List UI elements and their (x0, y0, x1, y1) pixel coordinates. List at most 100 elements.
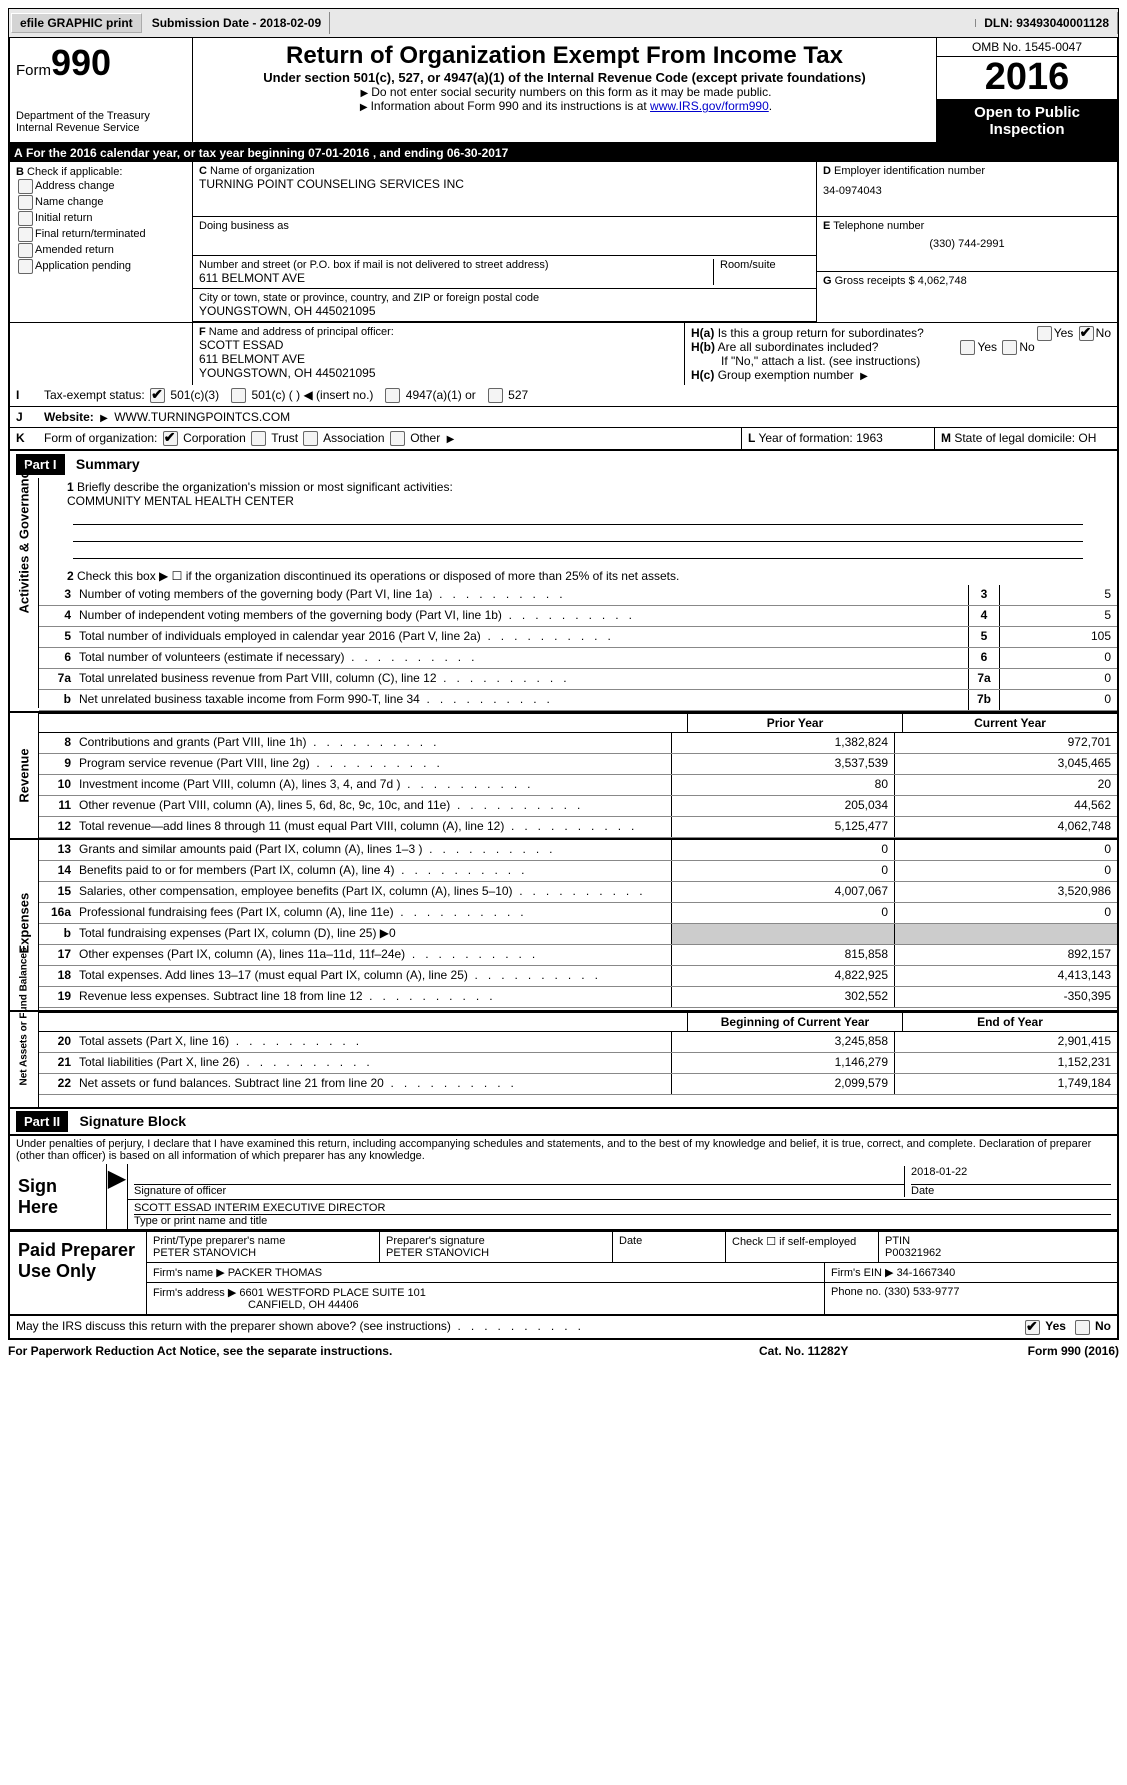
letter-f: F (199, 326, 206, 338)
tax-year-begin: 07-01-2016 (308, 146, 369, 160)
letter-b: B (16, 166, 24, 178)
discuss-no-checkbox[interactable] (1075, 1320, 1090, 1335)
final-return-checkbox[interactable] (18, 227, 33, 242)
sig-date: 2018-01-22 (911, 1166, 1111, 1185)
row-a: A For the 2016 calendar year, or tax yea… (8, 144, 1119, 162)
tax-year-text: For the 2016 calendar year, or tax year … (26, 146, 308, 160)
summary-line: 11Other revenue (Part VIII, column (A), … (39, 796, 1117, 817)
irs-label: Internal Revenue Service (16, 122, 186, 134)
mission-label: Briefly describe the organization's miss… (77, 480, 453, 494)
summary-line: 5Total number of individuals employed in… (39, 627, 1117, 648)
527-label: 527 (508, 388, 528, 402)
form-title: Return of Organization Exempt From Incom… (203, 42, 926, 70)
summary-line: 13Grants and similar amounts paid (Part … (39, 840, 1117, 861)
summary-line: 22Net assets or fund balances. Subtract … (39, 1074, 1117, 1095)
header-right: OMB No. 1545-0047 2016 Open to Public In… (937, 38, 1117, 142)
other-checkbox[interactable] (390, 431, 405, 446)
letter-ha: H(a) (691, 326, 714, 340)
hb-yes: Yes (977, 340, 997, 354)
form-header: Form990 Department of the Treasury Inter… (8, 38, 1119, 144)
527-checkbox[interactable] (488, 388, 503, 403)
dba-label: Doing business as (199, 220, 810, 232)
dln-value: 93493040001128 (1016, 16, 1109, 30)
letter-j: J (16, 410, 23, 424)
part2-header-row: Part II Signature Block (8, 1109, 1119, 1136)
col-d: D Employer identification number 34-0974… (817, 162, 1117, 322)
irs-link[interactable]: www.IRS.gov/form990 (650, 99, 769, 113)
amended-return-checkbox[interactable] (18, 243, 33, 258)
col-b: B Check if applicable: Address change Na… (10, 162, 193, 322)
part2-header: Part II (16, 1111, 68, 1132)
summary-line: 21Total liabilities (Part X, line 26)1,1… (39, 1053, 1117, 1074)
summary-line: 16aProfessional fundraising fees (Part I… (39, 903, 1117, 924)
prep-date-label: Date (613, 1232, 726, 1262)
trust-checkbox[interactable] (251, 431, 266, 446)
summary-line: 18Total expenses. Add lines 13–17 (must … (39, 966, 1117, 987)
application-pending-label: Application pending (35, 260, 131, 272)
application-pending-checkbox[interactable] (18, 259, 33, 274)
street-label: Number and street (or P.O. box if mail i… (199, 259, 713, 271)
letter-k: K (16, 431, 25, 445)
hb-no-checkbox[interactable] (1002, 340, 1017, 355)
ha-no: No (1096, 326, 1111, 340)
other-label: Other (410, 431, 440, 445)
form-subtitle: Under section 501(c), 527, or 4947(a)(1)… (203, 70, 926, 85)
assoc-checkbox[interactable] (303, 431, 318, 446)
section-ijklm: I Tax-exempt status: 501(c)(3) 501(c) ( … (8, 385, 1119, 452)
501c-checkbox[interactable] (231, 388, 246, 403)
corp-checkbox[interactable] (163, 431, 178, 446)
prep-phone-label: Phone no. (831, 1286, 881, 1298)
gross-value: 4,062,748 (918, 275, 967, 287)
omb-number: OMB No. 1545-0047 (937, 38, 1117, 57)
formation-label: Year of formation: (758, 431, 852, 445)
section-fh: F Name and address of principal officer:… (8, 322, 1119, 385)
prep-sig-name: PETER STANOVICH (386, 1247, 606, 1259)
expenses-tab: Expenses (17, 898, 32, 954)
letter-m: M (941, 431, 951, 445)
form-org-label: Form of organization: (44, 431, 157, 445)
summary-line: 6Total number of volunteers (estimate if… (39, 648, 1117, 669)
part1-title: Summary (76, 456, 140, 472)
preparer-label: Paid Preparer Use Only (10, 1232, 147, 1314)
current-year-header: Current Year (902, 714, 1117, 732)
hb-no: No (1019, 340, 1034, 354)
hb-yes-checkbox[interactable] (960, 340, 975, 355)
summary-line: 17Other expenses (Part IX, column (A), l… (39, 945, 1117, 966)
summary-line: 15Salaries, other compensation, employee… (39, 882, 1117, 903)
gross-label: Gross receipts $ (835, 275, 915, 287)
governance-block: Activities & Governance 1 Briefly descri… (8, 478, 1119, 713)
governance-tab: Activities & Governance (17, 558, 32, 614)
summary-line: 8Contributions and grants (Part VIII, li… (39, 733, 1117, 754)
corp-label: Corporation (183, 431, 246, 445)
dept-treasury: Department of the Treasury (16, 110, 186, 122)
letter-g: G (823, 275, 832, 287)
org-name-label: Name of organization (210, 165, 315, 177)
initial-return-checkbox[interactable] (18, 211, 33, 226)
submission-date-label: Submission Date (152, 16, 249, 30)
line2-text: Check this box ▶ ☐ if the organization d… (77, 569, 679, 583)
section-bcd: B Check if applicable: Address change Na… (8, 162, 1119, 322)
bocy-header: Beginning of Current Year (687, 1013, 902, 1031)
name-change-checkbox[interactable] (18, 195, 33, 210)
summary-line: bTotal fundraising expenses (Part IX, co… (39, 924, 1117, 945)
4947-label: 4947(a)(1) or (406, 388, 476, 402)
discuss-yes: Yes (1045, 1319, 1066, 1333)
submission-date: Submission Date - 2018-02-09 (144, 12, 330, 34)
ha-yes-checkbox[interactable] (1037, 326, 1052, 341)
address-change-checkbox[interactable] (18, 179, 33, 194)
ha-no-checkbox[interactable] (1079, 326, 1094, 341)
initial-return-label: Initial return (35, 212, 92, 224)
discuss-yes-checkbox[interactable] (1025, 1320, 1040, 1335)
tax-exempt-label: Tax-exempt status: (44, 388, 145, 402)
part2-title: Signature Block (79, 1113, 186, 1129)
sig-officer-label: Signature of officer (134, 1185, 904, 1197)
ptin-label: PTIN (885, 1235, 1111, 1247)
letter-l: L (748, 431, 755, 445)
efile-print-button[interactable]: efile GRAPHIC print (11, 13, 142, 33)
discuss-text: May the IRS discuss this return with the… (16, 1319, 451, 1333)
header-mid: Return of Organization Exempt From Incom… (193, 38, 937, 142)
letter-i: I (16, 388, 19, 402)
4947-checkbox[interactable] (385, 388, 400, 403)
501c3-checkbox[interactable] (150, 388, 165, 403)
summary-line: 7aTotal unrelated business revenue from … (39, 669, 1117, 690)
